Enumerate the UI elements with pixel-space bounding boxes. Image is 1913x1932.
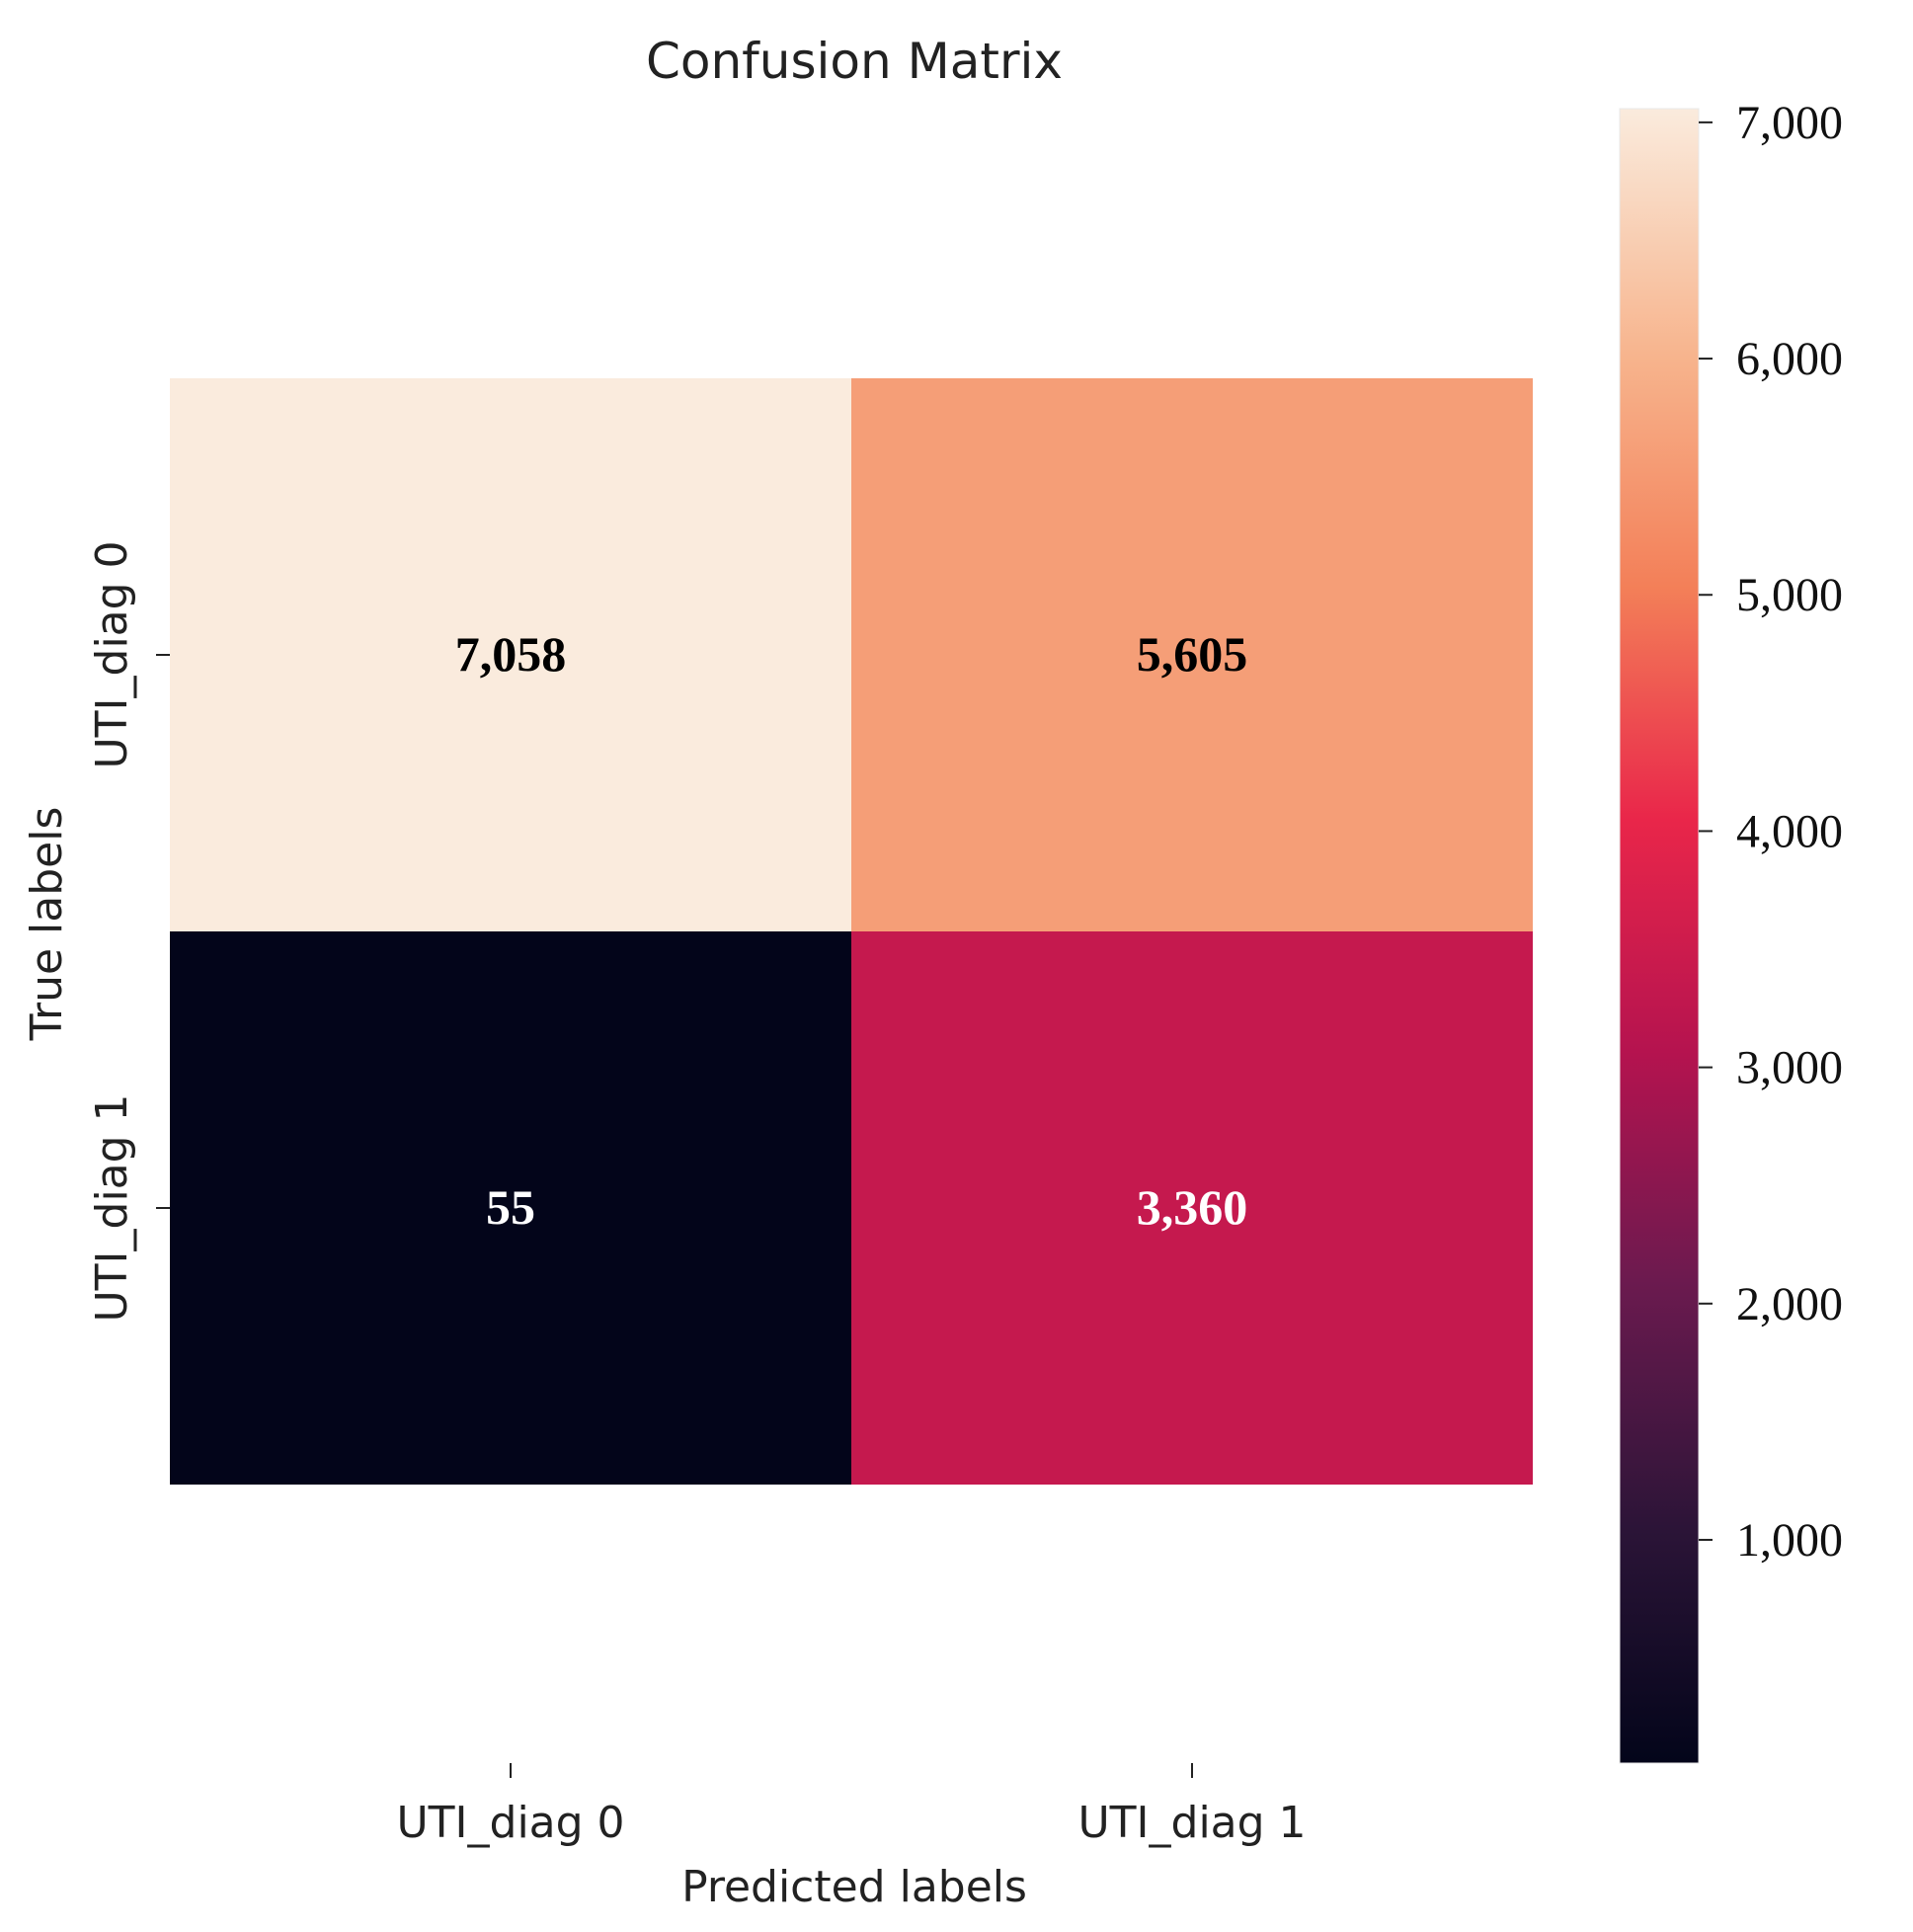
colorbar-gradient — [1619, 108, 1700, 1764]
y-axis-label: True labels — [22, 807, 72, 1042]
heatmap-cell-1-1 — [851, 931, 1533, 1485]
heatmap-value-labels: 7,058 5,605 55 3,360 — [455, 626, 1248, 1235]
x-tick-label: UTI_diag 0 — [396, 1798, 624, 1848]
y-tick-label: UTI_diag 0 — [87, 540, 137, 768]
colorbar: 1,000 2,000 3,000 4,000 5,000 6,000 7,000 — [1619, 97, 1843, 1764]
colorbar-tick-label: 1,000 — [1736, 1514, 1843, 1567]
x-axis-ticks: UTI_diag 0 UTI_diag 1 — [396, 1763, 1307, 1848]
heatmap-cell-0-0 — [170, 378, 851, 931]
chart-title: Confusion Matrix — [646, 33, 1063, 90]
colorbar-tick-label: 4,000 — [1736, 805, 1843, 857]
colorbar-tick-label: 6,000 — [1736, 333, 1843, 385]
x-axis-label: Predicted labels — [681, 1862, 1027, 1912]
y-tick-label: UTI_diag 1 — [87, 1093, 137, 1322]
cell-value-label: 3,360 — [1137, 1179, 1248, 1235]
y-axis-ticks: UTI_diag 0 UTI_diag 1 — [87, 540, 170, 1323]
cell-value-label: 5,605 — [1137, 626, 1248, 682]
x-tick-label: UTI_diag 1 — [1077, 1798, 1306, 1848]
colorbar-tick-label: 3,000 — [1736, 1042, 1843, 1094]
cell-value-label: 55 — [486, 1179, 535, 1235]
colorbar-tick-label: 7,000 — [1736, 97, 1843, 149]
heatmap-cell-0-1 — [851, 378, 1533, 931]
colorbar-tick-label: 5,000 — [1736, 569, 1843, 621]
heatmap-cell-1-0 — [170, 931, 851, 1485]
colorbar-tick-label: 2,000 — [1736, 1278, 1843, 1330]
heatmap-cells — [170, 378, 1533, 1485]
colorbar-ticks: 1,000 2,000 3,000 4,000 5,000 6,000 7,000 — [1699, 97, 1843, 1567]
cell-value-label: 7,058 — [455, 626, 567, 682]
